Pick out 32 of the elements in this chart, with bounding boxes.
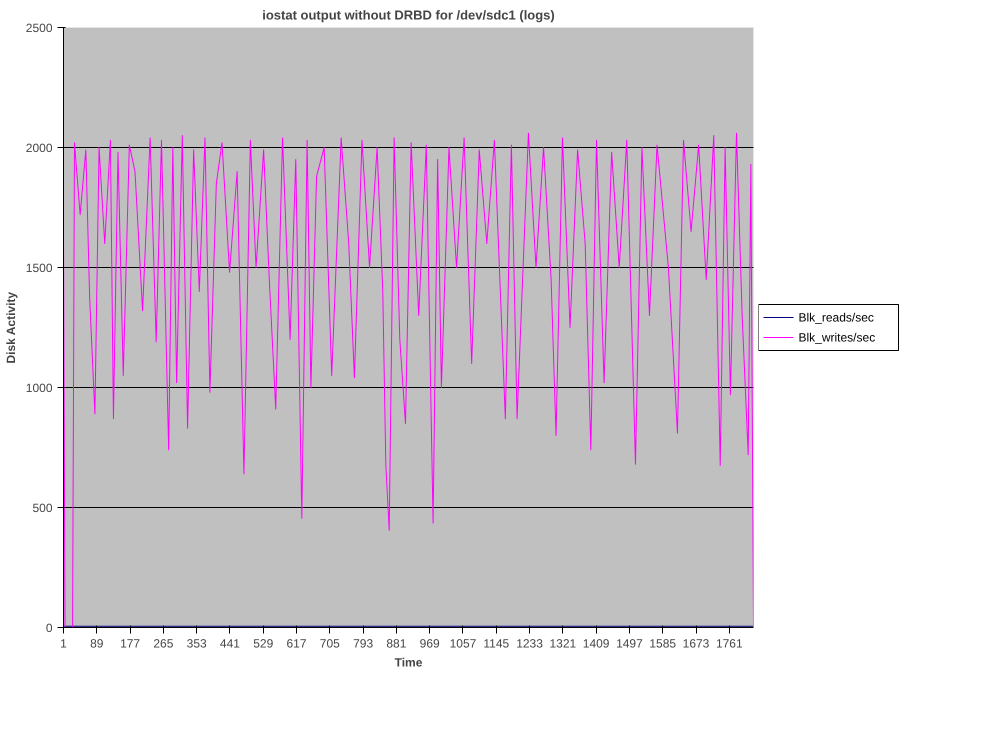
- x-axis-title: Time: [394, 656, 423, 670]
- x-tick-label: 881: [386, 636, 407, 650]
- x-tick-label: 1585: [649, 636, 676, 650]
- x-tick-label: 1321: [549, 636, 577, 650]
- x-tick-label: 617: [286, 636, 307, 650]
- x-tick-label: 1409: [582, 636, 610, 650]
- legend-label: Blk_reads/sec: [798, 310, 874, 324]
- x-tick-label: 1233: [516, 636, 544, 650]
- legend-label: Blk_writes/sec: [798, 330, 876, 344]
- chart-title: iostat output without DRBD for /dev/sdc1 (logs): [262, 8, 555, 22]
- y-tick-label: 0: [46, 621, 53, 635]
- y-axis-title: Disk Activity: [4, 292, 18, 364]
- x-tick-label: 793: [353, 636, 374, 650]
- y-tick-label: 500: [32, 501, 53, 515]
- x-tick-label: 89: [90, 636, 104, 650]
- y-tick-label: 1500: [26, 261, 53, 275]
- x-tick-label: 529: [253, 636, 274, 650]
- x-tick-label: 969: [420, 636, 440, 650]
- x-tick-label: 1057: [450, 636, 477, 650]
- x-tick-label: 1: [60, 636, 68, 650]
- x-tick-label: 1497: [616, 636, 644, 650]
- x-tick-label: 177: [120, 636, 140, 650]
- x-tick-label: 1673: [682, 636, 710, 650]
- x-tick-label: 1145: [483, 636, 510, 650]
- y-tick-label: 2000: [26, 141, 53, 155]
- x-tick-label: 1761: [716, 636, 743, 650]
- x-tick-label: 265: [153, 636, 174, 650]
- y-tick-label: 2500: [26, 21, 53, 35]
- y-tick-label: 1000: [26, 381, 53, 395]
- x-tick-label: 441: [220, 636, 240, 650]
- x-tick-label: 353: [186, 636, 207, 650]
- x-tick-label: 705: [320, 636, 340, 650]
